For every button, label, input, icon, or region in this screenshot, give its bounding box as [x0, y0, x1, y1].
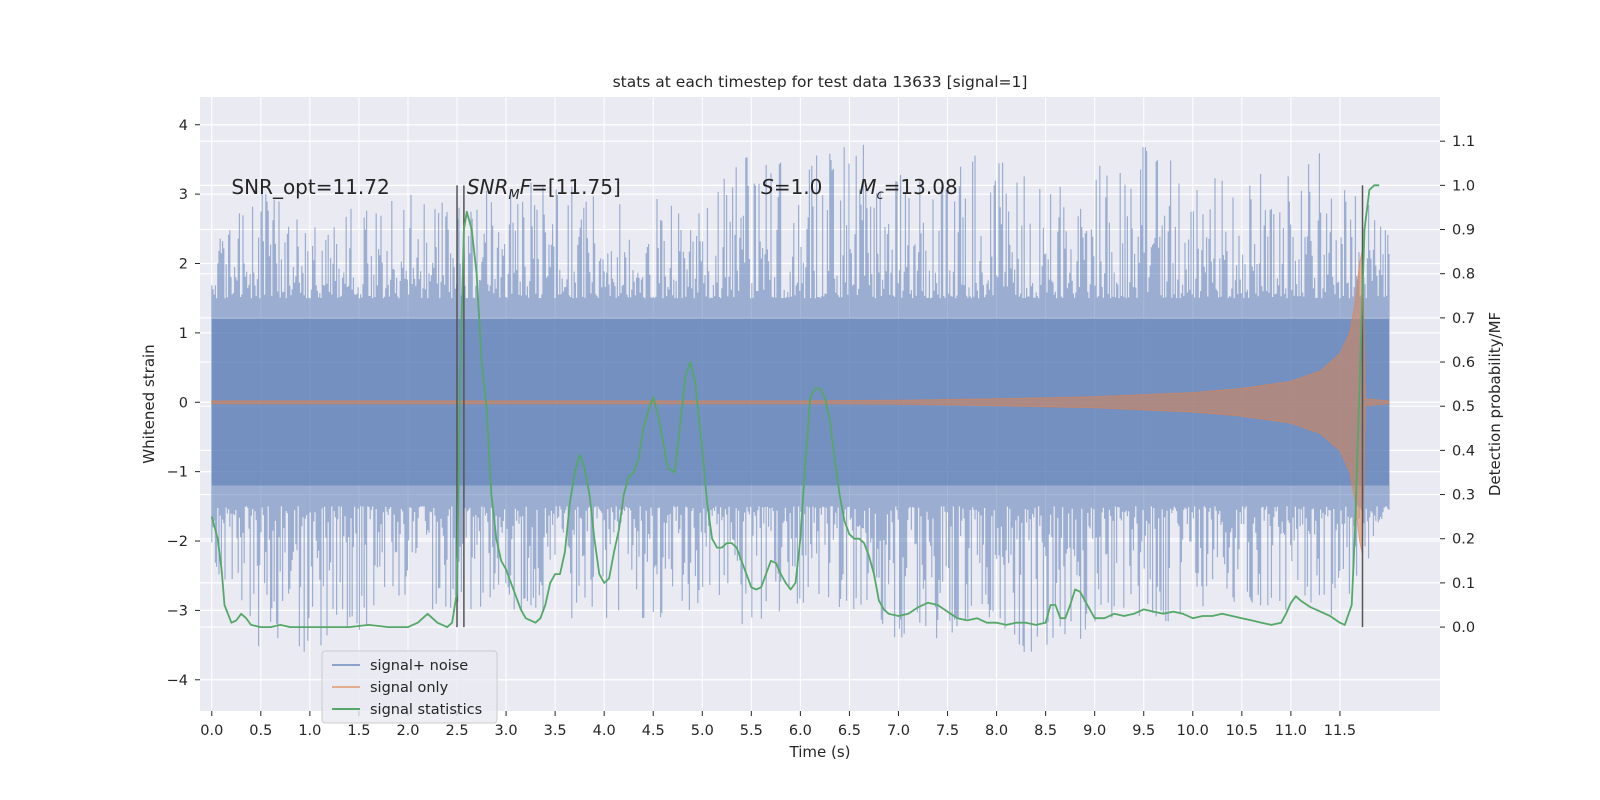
y-left-tick-label: 3	[179, 187, 188, 203]
y-left-tick-label: −2	[167, 534, 188, 550]
legend-label: signal only	[370, 680, 449, 696]
y-left-tick-label: −1	[167, 465, 188, 481]
y-right-tick-label: 0.5	[1452, 399, 1475, 415]
chart-title: stats at each timestep for test data 136…	[613, 73, 1028, 91]
y-right-tick-label: 0.3	[1452, 488, 1475, 504]
legend-label: signal+ noise	[370, 658, 468, 674]
y-right-tick-label: 1.1	[1452, 134, 1475, 150]
x-tick-label: 0.5	[249, 723, 272, 739]
annotation-chirp-mass: Mc=13.08	[859, 175, 957, 203]
y-right-tick-label: 0.9	[1452, 223, 1475, 239]
x-tick-label: 5.0	[691, 723, 714, 739]
x-tick-label: 2.0	[396, 723, 419, 739]
signal-only-trace	[211, 249, 1390, 556]
x-tick-label: 7.5	[936, 723, 959, 739]
right-y-axis-ticks: 1.1 1.0 0.9 0.8 0.7 0.6 0.5 0.4 0.3 0.2 0.1 0.0	[1440, 134, 1475, 636]
x-tick-label: 2.5	[445, 723, 468, 739]
x-tick-label: 11.0	[1275, 723, 1307, 739]
signal-statistics-line	[210, 184, 1380, 628]
y-left-tick-label: −3	[167, 603, 188, 619]
y-left-tick-label: 1	[179, 326, 188, 342]
y-left-tick-label: 4	[179, 118, 188, 134]
x-tick-label: 6.5	[838, 723, 861, 739]
right-y-axis-label: Detection probability/MF	[1486, 312, 1504, 496]
y-left-tick-label: 2	[179, 257, 188, 273]
x-tick-label: 9.5	[1132, 723, 1155, 739]
x-tick-label: 0.0	[200, 723, 223, 739]
x-tick-label: 7.0	[887, 723, 910, 739]
x-tick-label: 4.5	[642, 723, 665, 739]
plot-area	[200, 97, 1440, 711]
x-tick-label: 5.5	[740, 723, 763, 739]
y-right-tick-label: 0.4	[1452, 443, 1475, 459]
annotations: SNR_opt=11.72 SNRMF=[11.75] S=1.0 Mc=13.…	[231, 175, 957, 203]
series-signal-statistics	[210, 184, 1380, 628]
x-tick-label: 10.0	[1177, 723, 1209, 739]
noise-trace	[211, 144, 1390, 652]
y-right-tick-label: 0.7	[1452, 311, 1475, 327]
annotation-s: S=1.0	[761, 175, 822, 199]
x-tick-label: 8.5	[1034, 723, 1057, 739]
x-tick-label: 4.0	[593, 723, 616, 739]
annotation-snr-mf: SNRMF=[11.75]	[467, 175, 621, 203]
y-left-tick-label: −4	[167, 673, 188, 689]
x-axis-label: Time (s)	[789, 743, 851, 761]
x-tick-label: 3.0	[495, 723, 518, 739]
annotation-snr-opt: SNR_opt=11.72	[231, 175, 389, 199]
x-tick-label: 8.0	[985, 723, 1008, 739]
left-y-axis-label: Whitened strain	[140, 344, 158, 463]
y-right-tick-label: 0.1	[1452, 576, 1475, 592]
left-y-axis-ticks: 4 3 2 1 0 −1 −2 −3 −4	[167, 118, 200, 689]
x-axis-ticks: 0.0 0.5 1.0 1.5 2.0 2.5 3.0 3.5 4.0 4.5 5.0 5.5 6.0 6…	[200, 711, 1356, 739]
x-tick-label: 11.5	[1324, 723, 1356, 739]
y-left-tick-label: 0	[179, 395, 188, 411]
y-right-tick-label: 1.0	[1452, 178, 1475, 194]
y-right-tick-label: 0.2	[1452, 532, 1475, 548]
x-tick-label: 1.5	[347, 723, 370, 739]
x-tick-label: 1.0	[298, 723, 321, 739]
x-tick-label: 10.5	[1226, 723, 1258, 739]
legend-box	[321, 650, 498, 724]
series-signal-only	[211, 249, 1390, 556]
series-layer	[210, 144, 1390, 652]
legend-label: signal statistics	[370, 702, 482, 718]
y-right-tick-label: 0.0	[1452, 620, 1475, 636]
y-right-tick-label: 0.6	[1452, 355, 1475, 371]
x-tick-label: 6.0	[789, 723, 812, 739]
x-tick-label: 3.5	[544, 723, 567, 739]
y-right-tick-label: 0.8	[1452, 267, 1475, 283]
x-tick-label: 9.0	[1083, 723, 1106, 739]
legend: signal+ noise signal only signal statistic…	[321, 650, 498, 724]
